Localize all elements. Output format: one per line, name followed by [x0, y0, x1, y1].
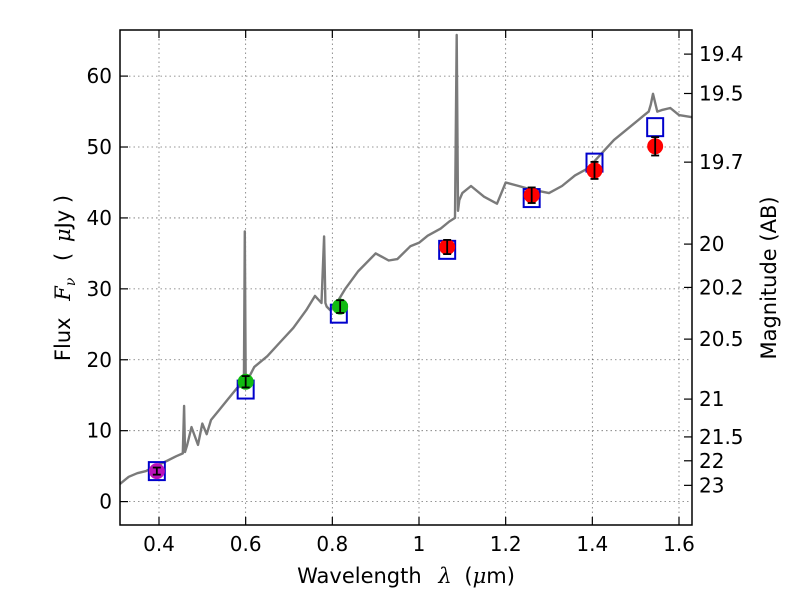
grid-lines — [120, 30, 692, 525]
model-square-marker — [646, 117, 665, 138]
y2-tick-label: 19.7 — [699, 150, 744, 174]
x-tick-label: 1.4 — [576, 532, 608, 556]
y2-tick-label: 23 — [699, 473, 724, 497]
y-tick-label: 60 — [87, 64, 112, 88]
observed-markers — [148, 136, 664, 480]
y-tick-label: 40 — [87, 206, 112, 230]
model-markers — [147, 117, 665, 482]
y2-tick-label: 20.2 — [699, 275, 744, 299]
y2-tick-label: 19.5 — [699, 81, 744, 105]
y2-tick-label: 22 — [699, 449, 724, 473]
y-axis-title-word: Flux — [51, 317, 75, 361]
plot-frame — [119, 29, 693, 526]
y-tick-label: 20 — [87, 348, 112, 372]
x-axis-title: Wavelength λ (μm) — [297, 564, 515, 588]
x-tick-label: 1.2 — [490, 532, 522, 556]
y2-tick-label: 19.4 — [699, 42, 744, 66]
y2-tick-label: 21 — [699, 387, 724, 411]
y-axis-ticks: 0 10 20 30 40 50 60 — [87, 64, 128, 514]
x-tick-label: 0.8 — [316, 532, 348, 556]
y-axis-title-f: F — [51, 285, 75, 302]
x-tick-label: 1.6 — [663, 532, 695, 556]
x-tick-label: 0.4 — [143, 532, 175, 556]
y2-tick-label: 20 — [699, 232, 724, 256]
y-tick-label: 50 — [87, 135, 112, 159]
y-tick-label: 10 — [87, 419, 112, 443]
y2-tick-label: 21.5 — [699, 425, 744, 449]
spectrum-line — [119, 33, 693, 485]
x-tick-label: 1 — [413, 532, 426, 556]
y2-tick-label: 20.5 — [699, 327, 744, 351]
x-tick-label: 0.6 — [230, 532, 262, 556]
y-tick-label: 0 — [99, 490, 112, 514]
x-axis-title-unit-mu: μ — [473, 564, 487, 588]
y-axis-title-nu: ν — [63, 277, 79, 286]
y-tick-label: 30 — [87, 277, 112, 301]
x-axis-title-word: Wavelength — [297, 564, 422, 588]
y-axis-title-unit-open: ( — [51, 253, 75, 261]
y2-axis-title: Magnitude (AB) — [757, 196, 781, 359]
y-axis-title-unit-rest: Jy ) — [51, 195, 75, 231]
x-axis-ticks: 0.4 0.6 0.8 1 1.2 1.4 1.6 — [143, 30, 695, 556]
y-axis-title: Flux Fν ( μJy ) — [51, 195, 80, 361]
x-axis-title-unit-rest: m) — [486, 564, 515, 588]
y-axis-title-unit-mu: μ — [51, 228, 75, 242]
x-axis-title-lambda: λ — [437, 564, 451, 588]
spectrum-line-group — [119, 33, 693, 485]
x-axis-title-unit-open: ( — [464, 564, 472, 588]
